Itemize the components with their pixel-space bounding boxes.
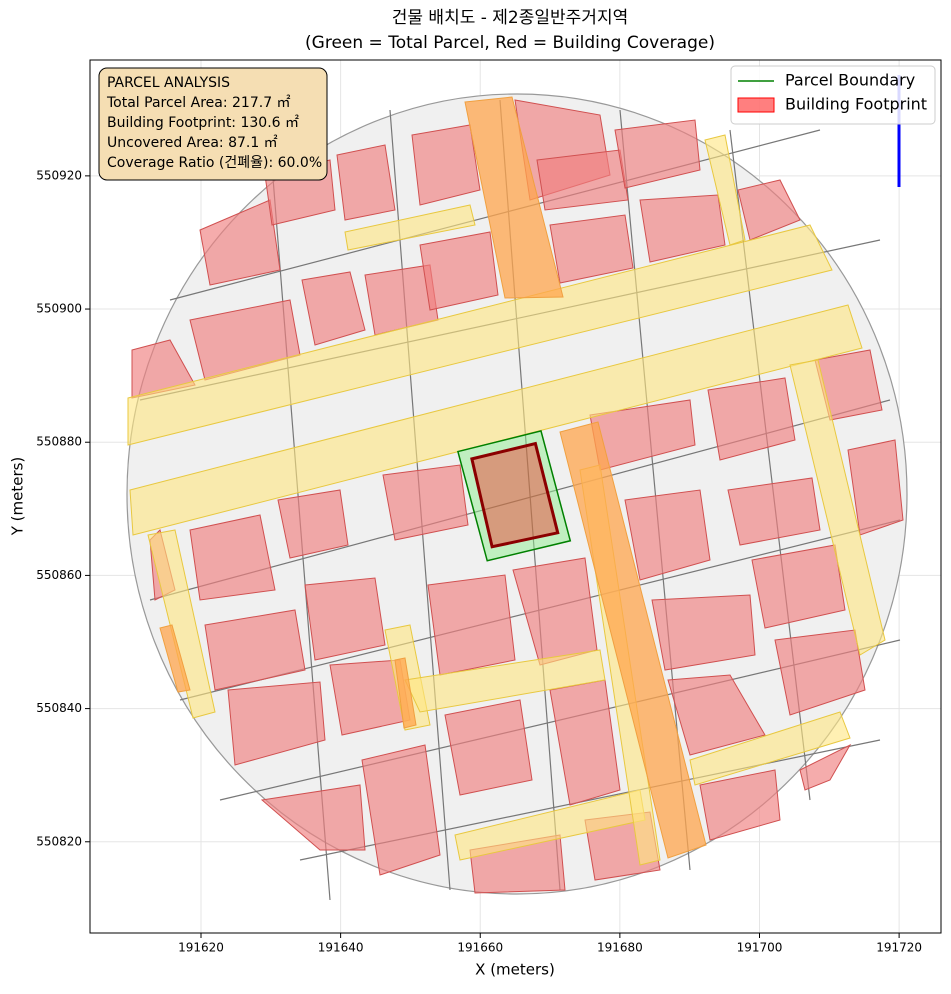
- data-layer: [456, 430, 572, 562]
- chart-title: 건물 배치도 - 제2종일반주거지역: [392, 8, 628, 28]
- roads: [127, 96, 886, 866]
- x-tick-label: 191700: [737, 941, 783, 955]
- chart-subtitle: (Green = Total Parcel, Red = Building Co…: [305, 33, 715, 53]
- x-tick-label: 191620: [178, 941, 224, 955]
- plot-frame: [89, 59, 942, 934]
- buildings: [131, 99, 904, 894]
- annotation-line: PARCEL ANALYSIS: [107, 75, 230, 91]
- y-tick-label: 550860: [36, 568, 82, 582]
- y-tick-label: 550840: [36, 701, 82, 715]
- site-map: [126, 75, 908, 901]
- legend: Parcel Boundary Building Footprint: [730, 65, 936, 125]
- x-axis-label: X (meters): [475, 961, 555, 979]
- y-axis-label: Y (meters): [9, 457, 27, 537]
- legend-label: Parcel Boundary: [785, 71, 915, 90]
- annotation-bg: [98, 67, 328, 181]
- legend-swatch: [737, 97, 775, 113]
- y-tick-label: 550900: [36, 302, 82, 316]
- y-tick-label: 550880: [36, 435, 82, 449]
- x-tick-label: 191640: [318, 941, 364, 955]
- legend-label: Building Footprint: [785, 95, 927, 114]
- y-tick-label: 550820: [36, 834, 82, 848]
- footprint-polygon: [470, 441, 560, 549]
- legend-bg: [730, 65, 936, 125]
- annotation-box: PARCEL ANALYSIS Total Parcel Area: 217.7 …: [98, 67, 328, 181]
- annotation-line: Coverage Ratio (건폐율): 60.0%: [107, 155, 322, 171]
- x-tick-label: 191680: [597, 941, 643, 955]
- annotation-line: Total Parcel Area: 217.7 ㎡: [106, 95, 291, 111]
- y-tick-label: 550920: [36, 168, 82, 182]
- annotation-line: Uncovered Area: 87.1 ㎡: [107, 135, 278, 151]
- annotation-line: Building Footprint: 130.6 ㎡: [107, 115, 299, 131]
- x-tick-label: 191720: [876, 941, 922, 955]
- footprint-polygon: [456, 430, 572, 562]
- x-tick-label: 191660: [457, 941, 503, 955]
